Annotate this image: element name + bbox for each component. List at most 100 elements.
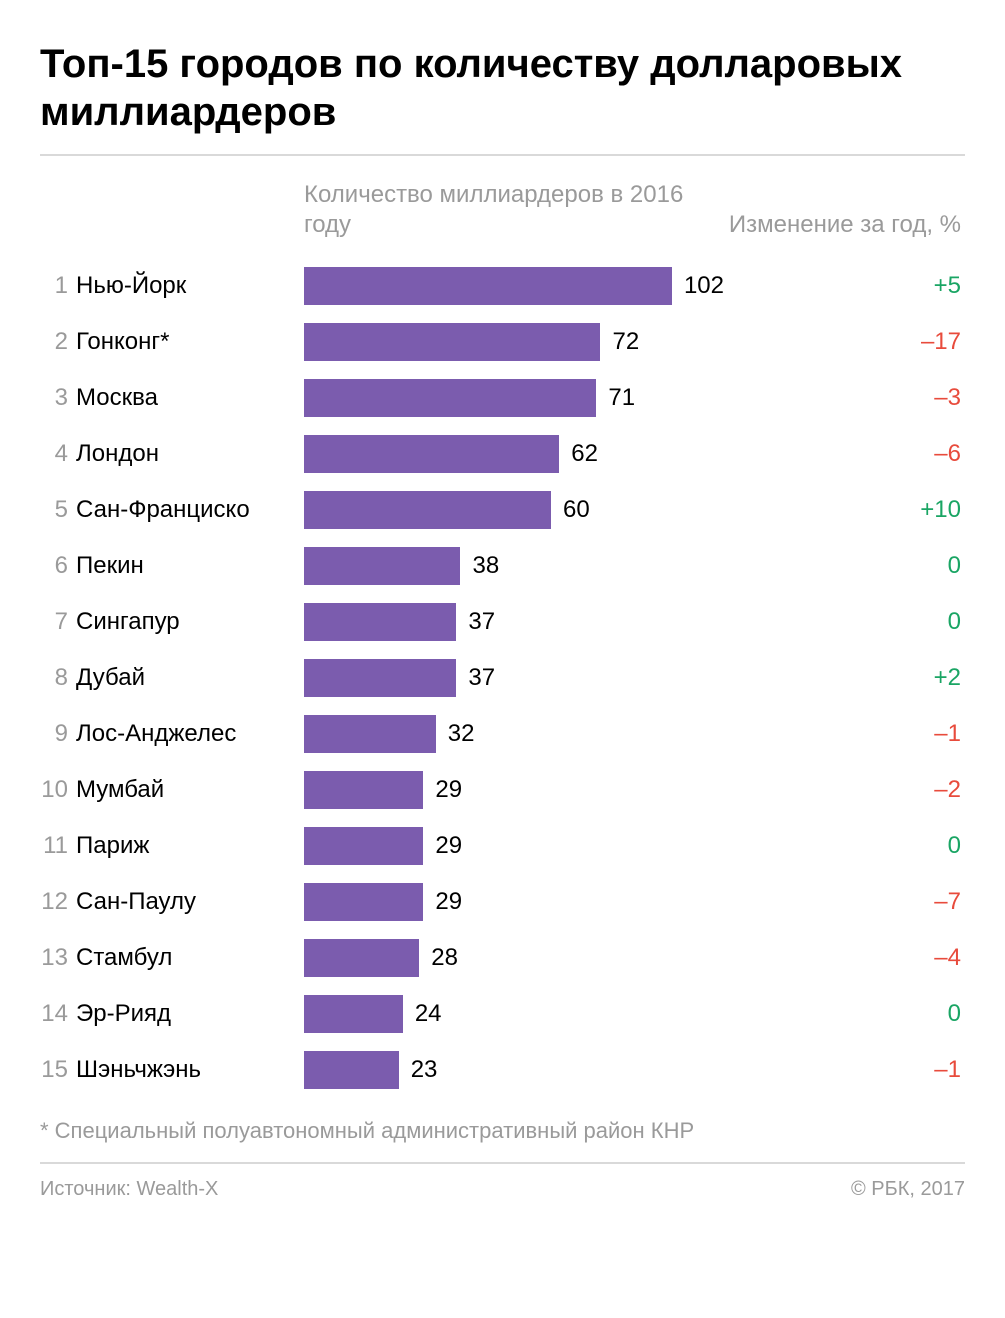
chart-row: 11Париж290 — [40, 818, 965, 874]
rank-label: 5 — [40, 496, 76, 524]
change-label: 0 — [724, 1000, 965, 1028]
rank-label: 14 — [40, 1000, 76, 1028]
rank-label: 6 — [40, 552, 76, 580]
value-label: 102 — [684, 272, 724, 300]
chart-row: 5Сан-Франциско 60 +10 — [40, 482, 965, 538]
rank-label: 7 — [40, 608, 76, 636]
bar — [304, 267, 672, 305]
change-label: +5 — [724, 272, 965, 300]
change-label: –2 — [724, 776, 965, 804]
bar-cell: 28 — [304, 939, 724, 977]
change-label: –17 — [724, 328, 965, 356]
chart-row: 7Сингапур 37 0 — [40, 594, 965, 650]
city-label: Нью-Йорк — [76, 272, 304, 300]
chart-row: 3Москва71–3 — [40, 370, 965, 426]
value-label: 72 — [612, 328, 639, 356]
header-change-label: Изменение за год, % — [724, 210, 965, 240]
divider-top — [40, 154, 965, 156]
bar-cell: 23 — [304, 1051, 724, 1089]
city-label: Пекин — [76, 552, 304, 580]
change-label: +10 — [724, 496, 965, 524]
footer: Источник: Wealth-X © РБК, 2017 — [40, 1178, 965, 1201]
bar — [304, 715, 436, 753]
chart-row: 8Дубай 37 +2 — [40, 650, 965, 706]
city-label: Эр-Рияд — [76, 1000, 304, 1028]
bar-cell: 62 — [304, 435, 724, 473]
change-label: +2 — [724, 664, 965, 692]
value-label: 23 — [411, 1056, 438, 1084]
city-label: Дубай — [76, 664, 304, 692]
change-label: 0 — [724, 832, 965, 860]
rank-label: 13 — [40, 944, 76, 972]
bar — [304, 603, 456, 641]
change-label: –4 — [724, 944, 965, 972]
city-label: Сингапур — [76, 608, 304, 636]
bar-cell: 29 — [304, 771, 724, 809]
city-label: Сан-Франциско — [76, 496, 304, 524]
bar — [304, 883, 423, 921]
bar-cell: 32 — [304, 715, 724, 753]
city-label: Шэньчжэнь — [76, 1056, 304, 1084]
chart-header-row: Количество миллиардеров в 2016 году Изме… — [40, 180, 965, 240]
bar-cell: 72 — [304, 323, 724, 361]
value-label: 29 — [435, 776, 462, 804]
value-label: 71 — [608, 384, 635, 412]
value-label: 37 — [468, 664, 495, 692]
change-label: 0 — [724, 552, 965, 580]
copyright-label: © РБК, 2017 — [851, 1178, 965, 1201]
rank-label: 8 — [40, 664, 76, 692]
rank-label: 4 — [40, 440, 76, 468]
bar-cell: 24 — [304, 995, 724, 1033]
rank-label: 15 — [40, 1056, 76, 1084]
chart-row: 12Сан-Паулу29–7 — [40, 874, 965, 930]
chart-row: 14Эр-Рияд 24 0 — [40, 986, 965, 1042]
bar — [304, 547, 460, 585]
bar-cell: 71 — [304, 379, 724, 417]
bar-cell: 29 — [304, 883, 724, 921]
bar — [304, 491, 551, 529]
chart-title: Топ-15 городов по количеству долларовых … — [40, 40, 965, 136]
value-label: 32 — [448, 720, 475, 748]
bar — [304, 323, 600, 361]
rank-label: 10 — [40, 776, 76, 804]
bar — [304, 379, 596, 417]
bar — [304, 1051, 399, 1089]
change-label: 0 — [724, 608, 965, 636]
bar-cell: 38 — [304, 547, 724, 585]
change-label: –1 — [724, 1056, 965, 1084]
value-label: 62 — [571, 440, 598, 468]
bar — [304, 827, 423, 865]
chart-row: 9Лос-Анджелес32–1 — [40, 706, 965, 762]
city-label: Сан-Паулу — [76, 888, 304, 916]
city-label: Лос-Анджелес — [76, 720, 304, 748]
bar-cell: 37 — [304, 603, 724, 641]
value-label: 28 — [431, 944, 458, 972]
chart-row: 2Гонконг* 72 –17 — [40, 314, 965, 370]
bar — [304, 771, 423, 809]
value-label: 24 — [415, 1000, 442, 1028]
rank-label: 11 — [40, 832, 76, 860]
bar-cell: 102 — [304, 267, 724, 305]
chart-row: 10Мумбай 29 –2 — [40, 762, 965, 818]
source-label: Источник: Wealth-X — [40, 1178, 218, 1201]
bar-cell: 29 — [304, 827, 724, 865]
city-label: Мумбай — [76, 776, 304, 804]
city-label: Стамбул — [76, 944, 304, 972]
value-label: 37 — [468, 608, 495, 636]
rank-label: 1 — [40, 272, 76, 300]
city-label: Гонконг* — [76, 328, 304, 356]
rank-label: 2 — [40, 328, 76, 356]
city-label: Лондон — [76, 440, 304, 468]
chart-row: 15Шэньчжэнь 23 –1 — [40, 1042, 965, 1098]
bar — [304, 995, 403, 1033]
header-count-label: Количество миллиардеров в 2016 году — [304, 180, 724, 240]
rank-label: 3 — [40, 384, 76, 412]
change-label: –7 — [724, 888, 965, 916]
change-label: –1 — [724, 720, 965, 748]
city-label: Париж — [76, 832, 304, 860]
value-label: 60 — [563, 496, 590, 524]
divider-bottom — [40, 1162, 965, 1164]
value-label: 29 — [435, 888, 462, 916]
chart-row: 4Лондон62–6 — [40, 426, 965, 482]
city-label: Москва — [76, 384, 304, 412]
